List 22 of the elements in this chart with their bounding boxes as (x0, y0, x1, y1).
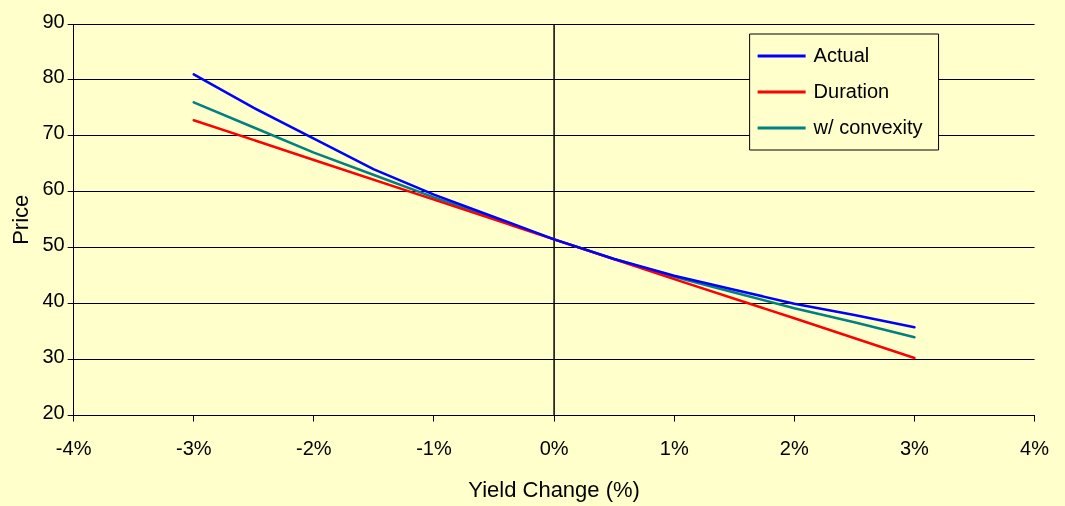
x-axis-title: Yield Change (%) (468, 476, 640, 502)
y-tick-label: 20 (42, 401, 65, 424)
x-tick-label: -4% (55, 437, 92, 460)
y-tick-label: 60 (42, 177, 65, 200)
y-tick-label: 70 (42, 121, 65, 144)
x-tick-label: 0% (539, 437, 569, 460)
y-tick-label: 90 (42, 9, 65, 32)
x-tick-label: 3% (899, 437, 930, 460)
y-tick-label: 40 (42, 289, 65, 312)
x-tick-label: 2% (779, 437, 809, 460)
y-tick-label: 30 (42, 345, 65, 368)
legend-label: w/ convexity (812, 115, 923, 138)
x-tick-label: -2% (296, 437, 332, 460)
legend-label: Duration (813, 79, 890, 102)
x-tick-label: 4% (1020, 437, 1050, 460)
x-tick-label: -3% (175, 437, 212, 460)
x-tick-label: 1% (659, 437, 689, 460)
y-axis-title: Price (8, 194, 34, 245)
y-tick-label: 50 (42, 233, 65, 256)
x-tick-label: -1% (416, 437, 452, 460)
y-tick-label: 80 (42, 65, 65, 88)
legend-label: Actual (813, 43, 870, 66)
